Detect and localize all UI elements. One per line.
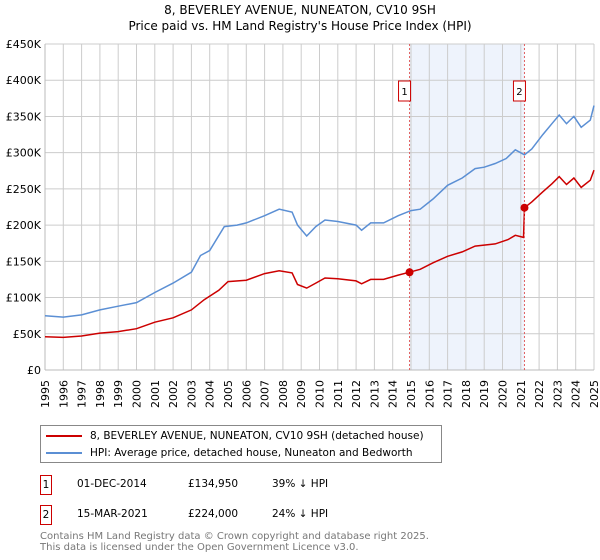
y-tick-label: £0 <box>27 364 41 377</box>
ownership-shade <box>409 44 525 370</box>
sale-price: £134,950 <box>188 478 239 490</box>
x-tick-label: 2017 <box>442 380 455 408</box>
legend-item-property: 8, BEVERLEY AVENUE, NUNEATON, CV10 9SH (… <box>41 428 424 444</box>
x-tick-label: 2002 <box>167 380 180 408</box>
property-price-line <box>44 169 595 339</box>
sale-date: 01-DEC-2014 <box>77 478 147 490</box>
legend-label: HPI: Average price, detached house, Nune… <box>90 447 413 459</box>
x-tick-label: 2016 <box>423 380 436 408</box>
price-chart: 8, BEVERLEY AVENUE, NUNEATON, CV10 9SH P… <box>6 3 600 408</box>
legend-swatch-red <box>46 435 82 437</box>
sale-price: £224,000 <box>188 508 239 520</box>
chart-legend: 8, BEVERLEY AVENUE, NUNEATON, CV10 9SH (… <box>40 425 442 463</box>
x-tick-label: 1999 <box>112 380 125 408</box>
x-tick-label: 2011 <box>332 380 345 408</box>
x-tick-label: 2007 <box>259 380 272 408</box>
chart-title: 8, BEVERLEY AVENUE, NUNEATON, CV10 9SH <box>164 3 436 17</box>
sale-label-box <box>512 80 526 102</box>
legend-label: 8, BEVERLEY AVENUE, NUNEATON, CV10 9SH (… <box>90 430 424 442</box>
x-tick-label: 2025 <box>588 380 600 408</box>
x-tick-label: 1997 <box>76 380 89 408</box>
x-tick-label: 2014 <box>387 380 400 408</box>
y-tick-label: £450K <box>6 38 42 51</box>
sale-marker: 1 <box>40 475 52 495</box>
y-tick-label: £200K <box>6 219 42 232</box>
x-tick-label: 2023 <box>551 380 564 408</box>
x-tick-label: 1995 <box>39 380 52 408</box>
x-tick-label: 2008 <box>277 380 290 408</box>
hpi-line <box>44 105 595 318</box>
footer-licence: This data is licensed under the Open Gov… <box>40 542 359 553</box>
x-tick-label: 1998 <box>94 380 107 408</box>
x-tick-label: 2020 <box>497 380 510 408</box>
y-tick-label: £50K <box>13 328 42 341</box>
sale-hpi-diff: 24% ↓ HPI <box>272 508 329 520</box>
chart-subtitle: Price paid vs. HM Land Registry's House … <box>128 19 471 33</box>
sale-marker: 2 <box>40 505 52 525</box>
legend-swatch-blue <box>46 452 82 454</box>
sale-label-box <box>398 80 412 102</box>
x-tick-label: 2018 <box>460 380 473 408</box>
y-tick-label: £400K <box>6 74 42 87</box>
x-tick-label: 2015 <box>405 380 418 408</box>
x-tick-label: 2021 <box>515 380 528 408</box>
x-tick-label: 2001 <box>149 380 162 408</box>
sale-label: 1 <box>401 87 407 98</box>
sale-point <box>520 203 529 212</box>
legend-item-hpi: HPI: Average price, detached house, Nune… <box>41 445 412 461</box>
y-tick-label: £150K <box>6 255 42 268</box>
y-tick-label: £100K <box>6 292 42 305</box>
x-tick-label: 2024 <box>570 380 583 408</box>
x-tick-label: 1996 <box>57 380 70 408</box>
x-tick-label: 2022 <box>533 380 546 408</box>
x-tick-label: 2009 <box>295 380 308 408</box>
x-tick-label: 2019 <box>478 380 491 408</box>
y-tick-label: £300K <box>6 147 42 160</box>
sale-hpi-diff: 39% ↓ HPI <box>272 478 329 490</box>
x-tick-label: 2003 <box>185 380 198 408</box>
footer: Contains HM Land Registry data © Crown c… <box>40 531 429 553</box>
sale-point <box>405 268 414 277</box>
x-tick-label: 2004 <box>204 380 217 408</box>
x-tick-label: 2000 <box>131 380 144 408</box>
x-tick-label: 2005 <box>222 380 235 408</box>
sale-label: 2 <box>516 87 522 98</box>
x-tick-label: 2010 <box>314 380 327 408</box>
y-tick-label: £350K <box>6 110 42 123</box>
x-tick-label: 2006 <box>240 380 253 408</box>
footer-copyright: Contains HM Land Registry data © Crown c… <box>40 531 429 542</box>
x-tick-label: 2012 <box>350 380 363 408</box>
x-tick-label: 2013 <box>368 380 381 408</box>
y-tick-label: £250K <box>6 183 42 196</box>
sale-date: 15-MAR-2021 <box>77 508 148 520</box>
